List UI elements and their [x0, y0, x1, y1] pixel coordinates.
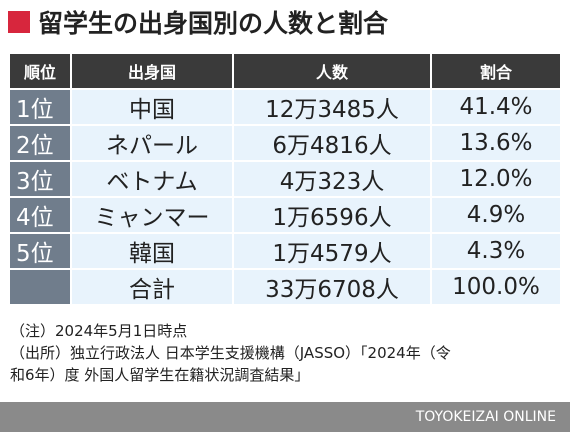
table-cell: ミャンマー — [72, 198, 232, 232]
table-cell: 12万3485人 — [234, 90, 430, 124]
table-cell: 中国 — [72, 90, 232, 124]
table-cell: 韓国 — [72, 234, 232, 268]
table-cell: 33万6708人 — [234, 270, 430, 304]
table-cell: 41.4% — [432, 90, 560, 124]
table: 順位 出身国 人数 割合 1位 中国 12万3485人 41.4% 2位 ネパール 6万4816人 1… — [10, 54, 560, 306]
table-cell: 合計 — [72, 270, 232, 304]
footer-brand: TOYOKEIZAI ONLINE — [415, 409, 556, 425]
column-header: 順位 — [10, 54, 70, 88]
note-line: （出所）独立行政法人 日本学生支援機構（JASSO）「2024年（令 — [10, 344, 451, 362]
table-row: 4位 ミャンマー 1万6596人 4.9% — [10, 198, 560, 232]
footer: TOYOKEIZAI ONLINE — [0, 402, 570, 432]
table-cell: 13.6% — [432, 126, 560, 160]
table-row: 2位 ネパール 6万4816人 13.6% — [10, 126, 560, 160]
column-header: 人数 — [234, 54, 430, 88]
rank-cell: 1位 — [10, 90, 70, 124]
title-marker — [8, 11, 30, 33]
header-row: 順位 出身国 人数 割合 — [10, 54, 560, 88]
rank-cell: 3位 — [10, 162, 70, 196]
rank-cell — [10, 270, 70, 304]
table-row: 合計 33万6708人 100.0% — [10, 270, 560, 304]
title-block: 留学生の出身国別の人数と割合 — [8, 4, 388, 40]
table-cell: 4.9% — [432, 198, 560, 232]
table-cell: 1万6596人 — [234, 198, 430, 232]
note-line: （注）2024年5月1日時点 — [10, 322, 188, 340]
table-cell: 1万4579人 — [234, 234, 430, 268]
table-row: 5位 韓国 1万4579人 4.3% — [10, 234, 560, 268]
rank-cell: 5位 — [10, 234, 70, 268]
title: 留学生の出身国別の人数と割合 — [38, 9, 389, 38]
table-cell: 4.3% — [432, 234, 560, 268]
table-cell: 12.0% — [432, 162, 560, 196]
table-cell: 4万323人 — [234, 162, 430, 196]
notes: （注）2024年5月1日時点 （出所）独立行政法人 日本学生支援機構（JASSO）… — [10, 320, 451, 386]
column-header: 出身国 — [72, 54, 232, 88]
rank-cell: 2位 — [10, 126, 70, 160]
table-cell: 100.0% — [432, 270, 560, 304]
table-cell: 6万4816人 — [234, 126, 430, 160]
column-header: 割合 — [432, 54, 560, 88]
rank-cell: 4位 — [10, 198, 70, 232]
table-row: 3位 ベトナム 4万323人 12.0% — [10, 162, 560, 196]
table-cell: ネパール — [72, 126, 232, 160]
table-row: 1位 中国 12万3485人 41.4% — [10, 90, 560, 124]
note-line: 和6年）度 外国人留学生在籍状況調査結果」 — [10, 366, 310, 384]
table-cell: ベトナム — [72, 162, 232, 196]
